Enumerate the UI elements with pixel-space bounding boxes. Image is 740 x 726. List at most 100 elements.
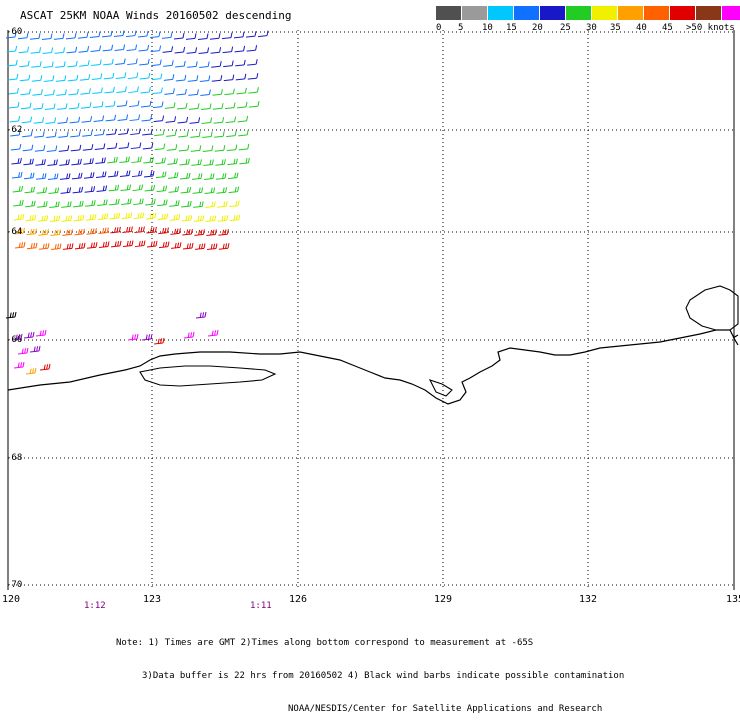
wind-barb: [90, 45, 102, 52]
wind-barb: [164, 88, 175, 95]
wind-barb: [20, 102, 32, 110]
wind-barb: [138, 44, 150, 52]
wind-barb: [59, 173, 71, 180]
wind-barb: [48, 187, 60, 194]
latitude-label: -66: [6, 335, 23, 345]
wind-barb: [214, 131, 225, 138]
wind-barb: [146, 226, 157, 234]
wind-barb: [19, 74, 31, 82]
wind-barb: [154, 143, 166, 151]
wind-barb: [125, 30, 137, 38]
wind-barb: [73, 200, 84, 208]
wind-barb: [131, 170, 143, 178]
wind-barb: [24, 186, 36, 194]
scale-label: 0: [436, 23, 442, 33]
wind-barb: [23, 172, 35, 180]
wind-barb: [17, 32, 29, 40]
wind-barb: [168, 186, 180, 193]
wind-barb: [228, 186, 240, 194]
wind-barb: [235, 73, 247, 81]
wind-barb: [13, 199, 24, 207]
wind-barb: [233, 31, 245, 39]
wind-barb: [86, 242, 98, 249]
wind-barb: [103, 72, 115, 80]
wind-barb: [127, 72, 139, 80]
wind-barb: [174, 46, 186, 54]
wind-barb: [10, 143, 22, 151]
wind-barb: [84, 186, 96, 193]
wind-barb: [73, 214, 85, 222]
wind-barb: [209, 33, 221, 40]
wind-barb: [216, 187, 228, 194]
wind-barb: [204, 187, 216, 194]
wind-barb: [35, 159, 46, 166]
wind-barb: [98, 241, 110, 248]
wind-barb: [149, 31, 161, 39]
wind-barb: [218, 243, 230, 250]
wind-barb: [10, 129, 21, 137]
wind-barb: [47, 173, 59, 180]
wind-barb: [229, 214, 241, 222]
wind-barb: [55, 75, 67, 82]
wind-barb: [182, 228, 193, 236]
wind-barb: [190, 145, 202, 152]
wind-barb: [38, 243, 50, 250]
wind-barb: [199, 61, 210, 68]
wind-barb: [18, 46, 30, 54]
scale-label: 20: [532, 23, 543, 33]
wind-barb: [26, 242, 38, 250]
wind-barb: [60, 187, 72, 194]
wind-barb: [246, 45, 258, 52]
wind-barb: [179, 172, 191, 180]
wind-barb: [70, 130, 81, 138]
ice-shelf-outline: [139, 285, 739, 397]
wind-barb: [26, 228, 37, 236]
wind-barb: [42, 47, 54, 54]
wind-barb: [158, 241, 170, 249]
wind-barb: [222, 46, 234, 54]
wind-barb: [199, 75, 211, 82]
wind-barb: [83, 158, 94, 165]
wind-barb: [97, 199, 108, 206]
wind-barb: [245, 31, 257, 38]
wind-barb: [11, 171, 23, 179]
wind-barb: [170, 242, 182, 249]
wind-barb: [47, 159, 58, 166]
wind-barb: [66, 46, 78, 54]
wind-barb: [22, 130, 33, 138]
wind-barb: [210, 47, 222, 54]
wind-barb: [37, 215, 49, 222]
wind-barb: [39, 363, 51, 371]
wind-barb: [43, 61, 54, 68]
wind-barb: [46, 145, 58, 152]
wind-barb: [212, 89, 223, 96]
wind-barb: [32, 89, 43, 96]
wind-barb: [102, 44, 114, 52]
wind-barb: [190, 131, 201, 138]
wind-barb: [179, 158, 190, 166]
wind-barb: [91, 73, 103, 80]
wind-barb: [32, 103, 44, 110]
wind-barb: [140, 86, 151, 94]
wind-barb: [146, 240, 158, 248]
wind-barb: [106, 142, 118, 150]
wind-barb: [80, 102, 92, 109]
wind-barb: [186, 47, 198, 54]
wind-barb: [223, 60, 234, 68]
wind-barb: [29, 345, 41, 353]
wind-barb: [176, 102, 188, 110]
longitude-label: 123: [143, 594, 162, 605]
wind-barb: [14, 241, 26, 249]
wind-barb: [166, 130, 177, 137]
wind-barb: [46, 131, 57, 138]
wind-barb: [205, 201, 216, 208]
wind-barb: [77, 32, 89, 39]
wind-barb: [170, 228, 181, 235]
scale-swatch: [670, 6, 696, 20]
wind-barb: [21, 116, 33, 124]
wind-barb: [165, 116, 177, 123]
wind-barb: [117, 114, 129, 122]
wind-barb: [106, 128, 117, 136]
wind-barb: [193, 201, 204, 208]
wind-barb: [6, 45, 18, 53]
